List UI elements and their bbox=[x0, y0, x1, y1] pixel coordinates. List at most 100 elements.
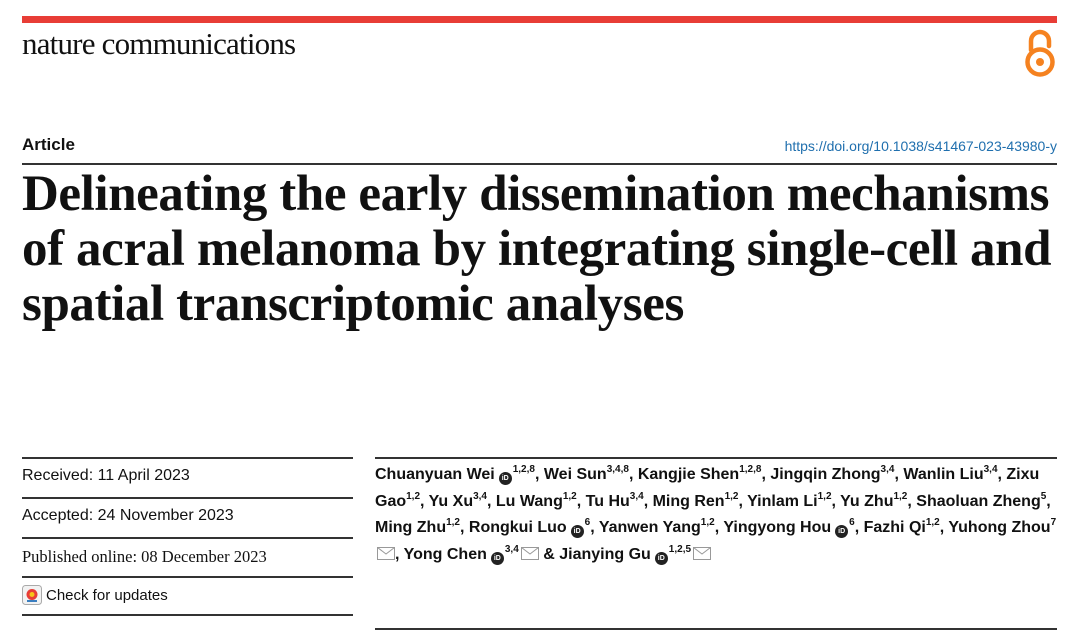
author[interactable]: Tu Hu3,4 bbox=[585, 490, 644, 510]
author-separator: , bbox=[420, 492, 429, 510]
author[interactable]: Yingyong Hou iD6 bbox=[723, 518, 855, 538]
affiliation-superscript: 6 bbox=[584, 517, 591, 528]
affiliation-superscript: 1,2 bbox=[700, 517, 715, 528]
article-title: Delineating the early dissemination mech… bbox=[22, 166, 1052, 332]
accepted-date: Accepted: 24 November 2023 bbox=[22, 507, 234, 524]
author-name: Yu Xu bbox=[428, 492, 474, 510]
affiliation-superscript: 7 bbox=[1050, 517, 1057, 528]
affiliation-superscript: 3,4 bbox=[880, 464, 895, 475]
author-separator: , bbox=[714, 519, 724, 536]
affiliation-superscript: 3,4 bbox=[983, 464, 998, 475]
orcid-icon[interactable]: iD bbox=[570, 525, 584, 538]
author-separator: , bbox=[534, 466, 544, 483]
affiliation-superscript: 1,2 bbox=[446, 517, 460, 528]
email-icon[interactable] bbox=[520, 543, 539, 560]
journal-name[interactable]: nature communications bbox=[22, 26, 296, 61]
author-name: Ming Zhu bbox=[375, 519, 447, 536]
author-name: Rongkui Luo bbox=[468, 519, 567, 536]
author-name: Zixu Gao bbox=[375, 466, 1040, 510]
affiliation-superscript: 3,4 bbox=[473, 490, 487, 502]
author-separator: , bbox=[487, 492, 496, 510]
author[interactable]: Ming Ren1,2 bbox=[653, 490, 739, 510]
orcid-icon[interactable]: iD bbox=[490, 551, 504, 565]
author-separator: , bbox=[590, 519, 599, 536]
author-separator: , bbox=[738, 492, 748, 510]
author-separator: & bbox=[538, 545, 560, 563]
author-name: Wanlin Liu bbox=[903, 466, 984, 483]
author-name: Lu Wang bbox=[495, 492, 563, 510]
author-name: Yingyong Hou bbox=[723, 519, 832, 536]
email-icon[interactable] bbox=[377, 543, 395, 560]
affiliation-superscript: 3,4 bbox=[629, 490, 644, 502]
author[interactable]: Lu Wang1,2 bbox=[495, 490, 577, 510]
author-name: Jianying Gu bbox=[559, 545, 651, 563]
author-separator: , bbox=[1046, 492, 1051, 510]
author[interactable]: Yanwen Yang1,2 bbox=[598, 517, 715, 537]
affiliation-superscript: 5 bbox=[1040, 490, 1047, 502]
author-name: Tu Hu bbox=[585, 492, 630, 510]
author-separator: , bbox=[907, 492, 917, 510]
author[interactable]: Jingqin Zhong3,4 bbox=[770, 464, 895, 484]
author-separator: , bbox=[997, 466, 1007, 483]
author[interactable]: Kangjie Shen1,2,8 bbox=[638, 464, 762, 484]
affiliation-superscript: 3,4,8 bbox=[606, 464, 629, 475]
author-name: Fazhi Qi bbox=[863, 519, 926, 536]
author-name: Yu Zhu bbox=[840, 492, 894, 510]
author-name: Wei Sun bbox=[543, 466, 607, 483]
divider bbox=[375, 628, 1057, 630]
author[interactable]: Shaoluan Zheng5 bbox=[916, 490, 1047, 510]
author[interactable]: Zixu Gao1,2 bbox=[375, 466, 1039, 510]
orcid-icon[interactable]: iD bbox=[654, 551, 668, 565]
author-name: Chuanyuan Wei bbox=[375, 466, 495, 483]
author-separator: , bbox=[894, 466, 904, 483]
check-for-updates-button[interactable]: Check for updates bbox=[22, 584, 168, 606]
author[interactable]: Yuhong Zhou7 bbox=[375, 517, 1057, 563]
affiliation-superscript: 1,2 bbox=[893, 490, 908, 502]
author[interactable]: Chuanyuan Wei iD1,2,8 bbox=[375, 465, 535, 485]
author-separator: , bbox=[628, 466, 638, 483]
author-name: Yanwen Yang bbox=[598, 519, 701, 536]
published-date: Published online: 08 December 2023 bbox=[22, 547, 267, 566]
author-separator: , bbox=[643, 492, 653, 510]
doi-link[interactable]: https://doi.org/10.1038/s41467-023-43980… bbox=[784, 138, 1057, 154]
author-name: Yong Chen bbox=[403, 545, 487, 563]
journal-accent-bar bbox=[22, 16, 1057, 23]
divider bbox=[375, 457, 1057, 459]
author-name: Yinlam Li bbox=[747, 492, 818, 510]
divider bbox=[22, 576, 353, 578]
affiliation-superscript: 1,2 bbox=[724, 490, 739, 502]
author[interactable]: Wanlin Liu3,4 bbox=[903, 464, 998, 484]
divider bbox=[22, 457, 353, 459]
check-for-updates-label: Check for updates bbox=[46, 586, 168, 604]
received-date: Received: 11 April 2023 bbox=[22, 467, 190, 484]
divider bbox=[22, 163, 1057, 165]
orcid-icon[interactable]: iD bbox=[498, 472, 512, 485]
author[interactable]: Yu Xu3,4 bbox=[428, 490, 487, 510]
author[interactable]: Fazhi Qi1,2 bbox=[863, 517, 940, 537]
affiliation-superscript: 1,2 bbox=[817, 490, 832, 502]
author-list: Chuanyuan Wei iD1,2,8, Wei Sun3,4,8, Kang… bbox=[375, 462, 1065, 568]
divider bbox=[22, 497, 353, 499]
author[interactable]: Yu Zhu1,2 bbox=[840, 490, 908, 510]
author-name: Jingqin Zhong bbox=[770, 466, 881, 483]
author-separator: , bbox=[395, 545, 404, 563]
affiliation-superscript: 1,2 bbox=[925, 517, 940, 528]
author-name: Yuhong Zhou bbox=[948, 519, 1051, 536]
affiliation-superscript: 1,2,8 bbox=[739, 464, 762, 475]
email-icon[interactable] bbox=[693, 543, 712, 560]
author[interactable]: Rongkui Luo iD6 bbox=[468, 517, 591, 538]
author[interactable]: Yinlam Li1,2 bbox=[747, 490, 832, 510]
author[interactable]: Jianying Gu iD1,2,5 bbox=[559, 543, 712, 565]
author-separator: , bbox=[939, 519, 949, 536]
orcid-icon[interactable]: iD bbox=[835, 525, 849, 538]
affiliation-superscript: 1,2,5 bbox=[668, 543, 692, 555]
author-separator: , bbox=[854, 519, 864, 536]
article-type-label: Article bbox=[22, 135, 75, 154]
affiliation-superscript: 1,2 bbox=[562, 490, 577, 502]
author[interactable]: Ming Zhu1,2 bbox=[375, 517, 460, 537]
author[interactable]: Wei Sun3,4,8 bbox=[543, 464, 629, 484]
author-name: Shaoluan Zheng bbox=[916, 492, 1041, 510]
divider bbox=[22, 537, 353, 539]
author[interactable]: Yong Chen iD3,4 bbox=[403, 543, 539, 565]
author-separator: , bbox=[831, 492, 841, 510]
